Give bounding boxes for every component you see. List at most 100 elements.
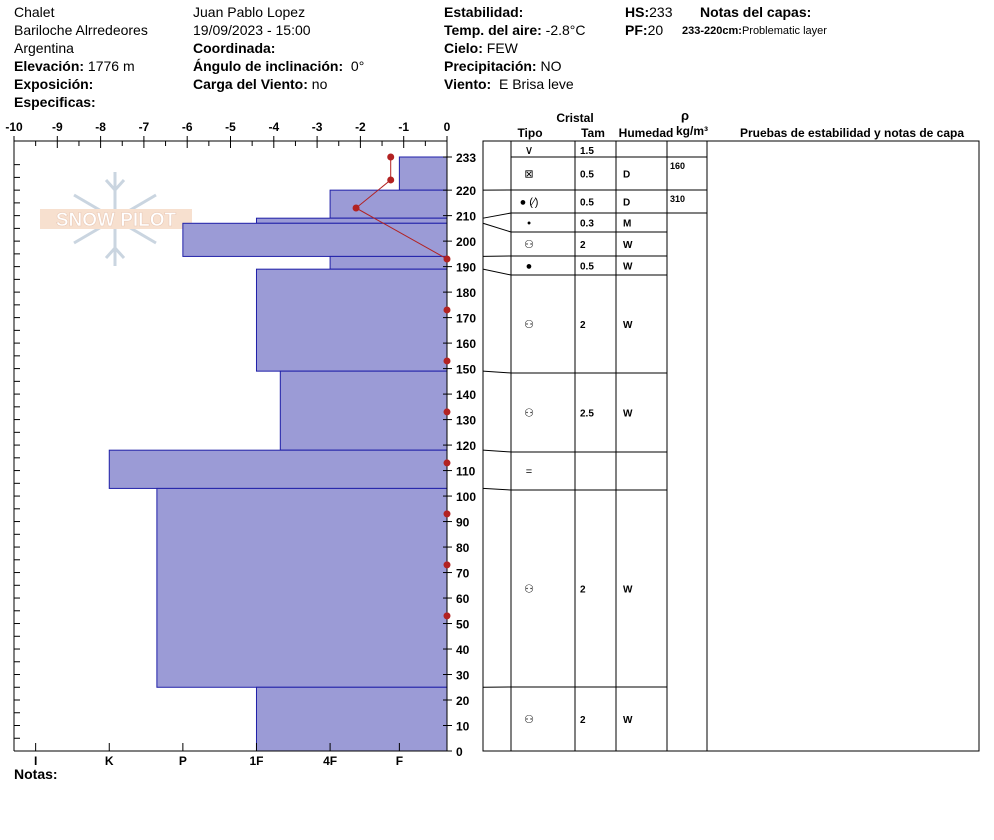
layer-notes-title: Notas del capas: — [700, 4, 812, 20]
temp-point — [443, 306, 451, 314]
height-tick-label: 80 — [456, 541, 470, 555]
elevation-row: Elevación: 1776 m — [14, 57, 148, 75]
temp-tick-label: -8 — [95, 120, 106, 134]
temp-tick-label: -2 — [355, 120, 366, 134]
temp-point — [443, 459, 451, 467]
layer-grain-type: ⚇ — [524, 319, 534, 331]
exposure-label: Exposición: — [14, 76, 94, 92]
layer-connector — [482, 222, 512, 233]
sky-label: Cielo: — [444, 40, 483, 56]
moisture-header: Humedad — [619, 126, 674, 140]
watermark-banner — [40, 209, 192, 229]
precip-row: Precipitación: NO — [444, 57, 586, 75]
temp-tick-label: 0 — [444, 120, 451, 134]
layer-grain-size: 2 — [580, 240, 586, 251]
header-location-block: Chalet Bariloche Alrredeores Argentina E… — [14, 3, 148, 111]
layer-moisture: W — [623, 320, 633, 331]
height-tick-label: 120 — [456, 439, 476, 453]
surface-type: ∨ — [525, 143, 534, 157]
layer-moisture: D — [623, 170, 630, 181]
tests-header: Pruebas de estabilidad y notas de capa — [740, 126, 964, 140]
pf-value: 20 — [647, 22, 664, 38]
height-tick-label: 70 — [456, 567, 470, 581]
height-tick-label: 140 — [456, 388, 476, 402]
layer-connector — [482, 370, 512, 374]
layer-grain-size: 2 — [580, 585, 586, 596]
layer-grain-size: 0.5 — [580, 170, 594, 181]
height-tick-label: 30 — [456, 669, 470, 683]
height-tick-label: 90 — [456, 516, 470, 530]
air-temp-value: -2.8°C — [545, 22, 586, 38]
hs-label: HS: — [625, 4, 650, 20]
height-tick-label: 200 — [456, 235, 476, 249]
elevation-value: 1776 m — [87, 58, 135, 74]
height-tick-label: 170 — [456, 312, 476, 326]
wind-load-value: no — [311, 76, 328, 92]
layer-moisture: W — [623, 240, 633, 251]
slope-row: Ángulo de inclinación: 0° — [193, 57, 364, 75]
layer-grain-size: 2 — [580, 715, 586, 726]
temp-tick-label: -6 — [182, 120, 193, 134]
layer-connector — [482, 268, 512, 276]
temperature-profile — [352, 153, 451, 620]
temp-point — [443, 255, 451, 263]
height-tick-label: 220 — [456, 184, 476, 198]
elevation-label: Elevación: — [14, 58, 85, 74]
layer-moisture: W — [623, 409, 633, 420]
temp-profile-line — [355, 157, 448, 260]
hardness-axis: I K P 1F 4F F — [34, 743, 403, 768]
layer-grain-type: ⚇ — [524, 239, 534, 251]
hardness-bar — [329, 189, 448, 219]
hardness-bar — [108, 449, 448, 489]
hardness-tick-label: 1F — [249, 754, 263, 768]
layer-note-text: Problematic layer — [741, 25, 827, 37]
height-tick-label: 100 — [456, 490, 476, 504]
layer-grain-size: 2.5 — [580, 409, 594, 420]
wind-load-row: Carga del Viento: no — [193, 75, 364, 93]
height-tick-label: 0 — [456, 745, 463, 759]
temp-point — [443, 561, 451, 569]
layer-moisture: M — [623, 219, 631, 230]
hs-row: HS:233 — [625, 3, 672, 21]
hardness-tick-label: F — [396, 754, 403, 768]
hardness-bar — [255, 217, 448, 224]
temp-tick-label: -10 — [5, 120, 23, 134]
header-observer-block: Juan Pablo Lopez 19/09/2023 - 15:00 Coor… — [193, 3, 364, 93]
watermark-text: SNOW PILOT — [56, 210, 177, 231]
layer-grain-type: ⊠ — [524, 169, 533, 181]
height-tick-label: 233 — [456, 151, 476, 165]
layer-connector — [482, 449, 512, 453]
hardness-bar — [156, 487, 448, 688]
snowpilot-watermark: SNOW PILOT — [40, 172, 192, 266]
hardness-bar — [398, 156, 448, 191]
height-tick-label: 190 — [456, 261, 476, 275]
height-tick-label: 10 — [456, 720, 470, 734]
observation-datetime: 19/09/2023 - 15:00 — [193, 22, 311, 38]
wind-value: E Brisa leve — [498, 76, 574, 92]
footer-notes: Notas: — [14, 765, 58, 783]
temp-tick-label: -5 — [225, 120, 236, 134]
layer-note-range: 233-220cm: — [682, 25, 742, 37]
temp-tick-label: -7 — [139, 120, 150, 134]
hardness-bar — [329, 255, 448, 270]
density-unit: kg/m³ — [676, 124, 708, 138]
layer-connector — [482, 487, 512, 491]
height-tick-label: 60 — [456, 592, 470, 606]
stability-row: Estabilidad: — [444, 3, 586, 21]
coordinate-row: Coordinada: — [193, 39, 364, 57]
layer-grain-size: 0.5 — [580, 198, 594, 209]
coordinate-label: Coordinada: — [193, 40, 276, 56]
layer-grain-type: ⚇ — [524, 714, 534, 726]
layer-grain-type: ● — [526, 261, 533, 273]
sky-row: Cielo: FEW — [444, 39, 586, 57]
header-snowpack-block: HS:233 PF:20 — [625, 3, 672, 39]
specifics-row: Especificas: — [14, 93, 148, 111]
crystal-header: Cristal — [556, 111, 593, 125]
slope-value: 0° — [350, 58, 365, 74]
temp-tick-label: -1 — [398, 120, 409, 134]
air-temp-row: Temp. del aire: -2.8°C — [444, 21, 586, 39]
layer-moisture: W — [623, 585, 633, 596]
hardness-tick-label: I — [34, 754, 37, 768]
layer-grain-type: = — [526, 466, 532, 478]
temp-point — [443, 612, 451, 620]
